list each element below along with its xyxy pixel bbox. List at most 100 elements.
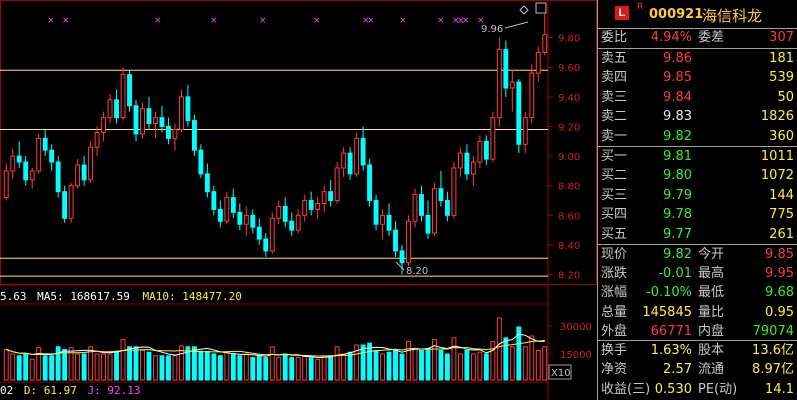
buy-level-row[interactable]: 买三 9.79 144 [598,186,797,206]
diamond-icon [519,5,529,15]
volume-bar [354,344,360,381]
kline-chart-area[interactable]: 9.80 9.60 9.40 9.20 9.00 8.80 8.60 8.40 8.20 3000… [0,0,597,400]
fund-label: 流通 [698,362,725,378]
buy-level-label: 买三 [601,187,628,203]
volume-bar [10,353,16,381]
volume-tick-label: 30000 [560,322,592,333]
volume-bar [509,346,515,381]
candle-body [153,117,158,125]
sell-level-row[interactable]: 卖三 9.84 50 [598,88,797,108]
quote-stat-row[interactable]: 总量 145845 量比 0.95 [598,303,797,323]
volume-bar [470,353,476,381]
kline-chart[interactable]: 9.80 9.60 9.40 9.20 9.00 8.80 8.60 8.40 8.20 3000… [0,0,597,400]
candle-body [393,229,398,252]
event-marker-icon: × [259,16,267,26]
volume-bar [496,317,502,381]
fund-value: 8.97亿 [752,362,794,378]
event-marker-icon: × [210,16,218,26]
candle-body [146,108,152,125]
candle-body [166,125,171,139]
event-marker-icon: × [362,16,370,26]
candle-body [263,238,269,252]
buy-level-volume: 1011 [760,149,794,164]
sell-level-volume: 539 [769,70,794,86]
fund-label: PE(动) [698,381,738,397]
volume-bar [308,357,314,381]
fundamental-row[interactable]: 收益(三) 0.530 PE(动) 14.1 [598,380,797,400]
candle-body [140,108,145,135]
buy-level-label: 买二 [601,168,628,184]
candle-body [185,96,191,122]
kdj-left-cut: 02 [0,384,14,397]
candle-body [62,191,68,219]
stat-value: 79074 [752,323,794,339]
fundamental-row[interactable]: 换手 1.63% 股本 13.6亿 [598,341,797,361]
candle-body [496,48,502,119]
candle-body [133,105,139,135]
quote-stat-row[interactable]: 涨幅 -0.10% 最低 9.68 [598,283,797,303]
event-marker-icon: × [437,16,445,26]
candle-body [68,185,74,219]
volume-bar [62,349,68,381]
candle-body [438,188,444,202]
candle-body [425,214,431,234]
volume-bar [276,357,282,381]
volume-bar [29,358,35,381]
event-marker-icon: × [452,16,460,26]
volume-bar [516,326,522,381]
sell-level-price: 9.84 [663,89,692,105]
candle-body [172,128,178,139]
buy-level-row[interactable]: 买二 9.80 1072 [598,166,797,186]
quote-stat-row[interactable]: 外盘 66771 内盘 79074 [598,322,797,342]
volume-bar [198,350,204,381]
buy-level-price: 9.78 [663,207,692,223]
candle-body [457,152,463,169]
stock-header: L R 000921 海信科龙 [598,0,797,29]
candle-body [269,217,275,252]
sell-level-row[interactable]: 卖五 9.86 181 [598,49,797,69]
price-panel-frame [0,0,597,285]
weibi-label: 委比 [601,30,628,45]
volume-bar [16,355,22,381]
candle-body [3,170,9,199]
sell-level-price: 9.86 [663,51,692,66]
volume-bar [153,355,158,381]
volume-bar [438,349,444,381]
sell-level-row[interactable]: 卖一 9.82 360 [598,127,797,147]
candle-body [451,167,457,216]
stat-value: 0.95 [765,304,794,320]
candle-body [88,146,94,181]
volume-bar [3,349,9,381]
candle-body [191,120,197,151]
sell-level-label: 卖一 [601,128,628,144]
divider [598,48,797,49]
stock-code: 000921 [649,7,704,22]
candle-body [406,220,411,264]
sell-level-row[interactable]: 卖四 9.85 539 [598,68,797,88]
sell-level-row[interactable]: 卖二 9.83 1826 [598,107,797,127]
quote-panel: L R 000921 海信科龙 委比 4.94% 委差 307 卖五 9.86 18… [597,0,797,400]
stat-value: 9.82 [663,247,692,262]
volume-bar [23,353,29,381]
volume-bar [406,340,411,381]
buy-level-row[interactable]: 买四 9.78 775 [598,205,797,225]
buy-level-price: 9.77 [663,226,692,242]
volume-bar [204,350,210,381]
quote-stat-row[interactable]: 现价 9.82 今开 9.85 [598,245,797,265]
volume-bar [380,353,386,381]
quote-stat-row[interactable]: 涨跌 -0.01 最高 9.95 [598,264,797,284]
candle-body [276,205,282,219]
candle-body [243,214,249,225]
fundamental-row[interactable]: 净资 2.57 流通 8.97亿 [598,360,797,380]
candle-body [302,200,308,216]
volume-bar [256,355,262,381]
buy-level-volume: 775 [769,207,794,223]
fund-value: 1.63% [650,343,692,358]
fund-value: 2.57 [663,362,692,378]
buy-level-row[interactable]: 买一 9.81 1011 [598,147,797,167]
volume-bar [237,355,243,381]
volume-bar [243,353,249,381]
stock-logo-icon[interactable]: L [615,6,629,20]
buy-level-row[interactable]: 买五 9.77 261 [598,225,797,245]
candle-body [535,51,541,74]
